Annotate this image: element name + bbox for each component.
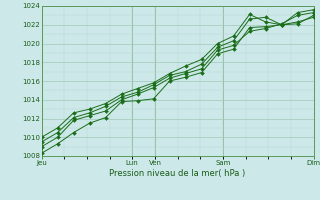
X-axis label: Pression niveau de la mer( hPa ): Pression niveau de la mer( hPa )	[109, 169, 246, 178]
